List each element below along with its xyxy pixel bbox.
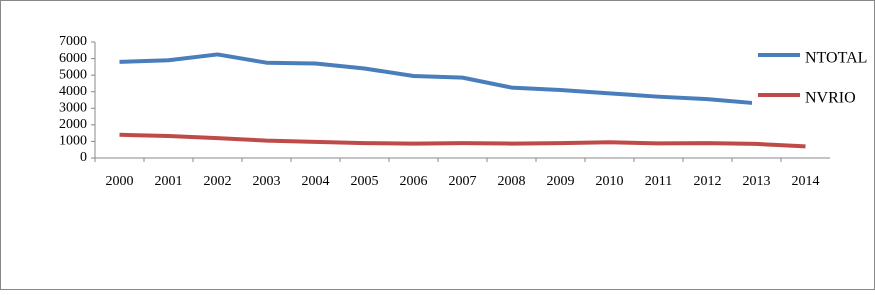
- x-tick-label: 2011: [645, 174, 672, 189]
- legend-label: NVRIO: [805, 90, 856, 107]
- y-tick-label: 5000: [59, 67, 87, 82]
- x-tick-label: 2012: [694, 174, 722, 189]
- y-tick-label: 0: [80, 150, 87, 165]
- legend-box: [752, 30, 870, 134]
- y-tick-label: 2000: [59, 117, 87, 132]
- x-tick-label: 2010: [596, 174, 624, 189]
- x-tick-label: 2001: [155, 174, 183, 189]
- x-tick-label: 2006: [400, 174, 428, 189]
- legend-label: NTOTAL: [805, 50, 867, 67]
- series-line: [119, 132, 806, 149]
- x-tick-label: 2013: [743, 174, 771, 189]
- x-tick-label: 2004: [302, 174, 330, 189]
- y-tick-label: 1000: [59, 134, 87, 149]
- x-tick-label: 2007: [449, 174, 477, 189]
- x-tick-label: 2000: [106, 174, 134, 189]
- y-tick-label: 3000: [59, 101, 87, 116]
- x-tick-label: 2009: [547, 174, 575, 189]
- x-tick-label: 2002: [204, 174, 232, 189]
- x-tick-label: 2003: [253, 174, 281, 189]
- y-tick-label: 6000: [59, 51, 87, 66]
- x-tick-label: 2014: [792, 174, 820, 189]
- x-tick-label: 2008: [498, 174, 526, 189]
- series-line: [119, 52, 806, 107]
- x-tick-label: 2005: [351, 174, 379, 189]
- y-tick-label: 7000: [59, 34, 87, 49]
- y-tick-label: 4000: [59, 84, 87, 99]
